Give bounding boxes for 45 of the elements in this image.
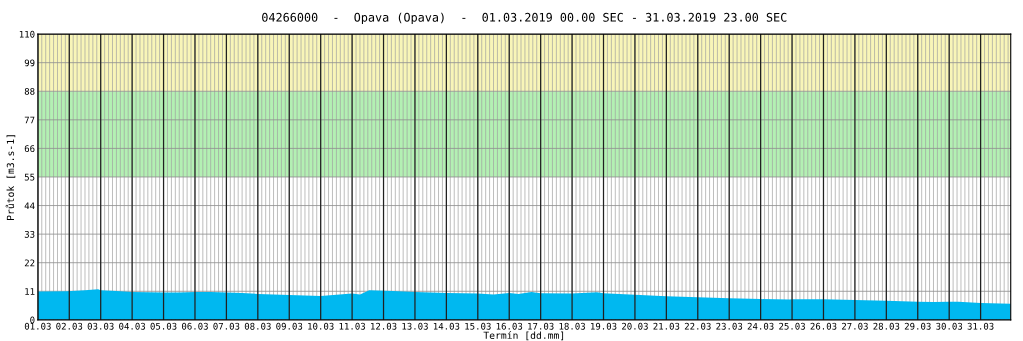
x-tick-label: 30.03 bbox=[936, 322, 963, 330]
x-tick-label: 14.03 bbox=[433, 322, 460, 330]
x-tick-label: 06.03 bbox=[181, 322, 208, 330]
y-tick-label: 110 bbox=[19, 30, 35, 38]
x-tick-label: 21.03 bbox=[653, 322, 680, 330]
y-tick-label: 44 bbox=[24, 202, 35, 210]
x-tick-label: 02.03 bbox=[56, 322, 83, 330]
x-tick-label: 24.03 bbox=[747, 322, 774, 330]
y-tick-label: 55 bbox=[24, 173, 35, 181]
y-tick-label: 33 bbox=[24, 230, 35, 238]
x-axis-title: Termín [dd.mm] bbox=[483, 331, 564, 341]
x-tick-label: 22.03 bbox=[684, 322, 711, 330]
x-tick-label: 12.03 bbox=[371, 322, 397, 330]
x-tick-label: 01.03 bbox=[24, 322, 51, 330]
x-tick-label: 17.03 bbox=[528, 322, 554, 330]
x-tick-label: 09.03 bbox=[276, 322, 303, 330]
y-tick-label: 66 bbox=[24, 145, 35, 152]
x-tick-label: 08.03 bbox=[244, 322, 271, 330]
x-tick-label: 18.03 bbox=[559, 322, 585, 330]
x-tick-label: 11.03 bbox=[339, 322, 366, 330]
y-tick-label: 22 bbox=[24, 259, 35, 267]
x-tick-label: 13.03 bbox=[402, 322, 428, 330]
x-tick-label: 29.03 bbox=[904, 322, 931, 330]
x-tick-label: 15.03 bbox=[465, 322, 491, 330]
chart-title: 04266000 - Opava (Opava) - 01.03.2019 00.00 SEC - 31.03.2019 23.00 SEC bbox=[262, 12, 787, 25]
x-tick-label: 05.03 bbox=[150, 322, 177, 330]
x-tick-label: 31.03 bbox=[967, 322, 994, 330]
y-tick-label: 99 bbox=[24, 59, 35, 67]
x-tick-label: 28.03 bbox=[873, 322, 900, 330]
y-tick-label: 88 bbox=[24, 88, 35, 95]
x-tick-label: 03.03 bbox=[87, 322, 114, 330]
x-tick-label: 27.03 bbox=[841, 322, 868, 330]
x-tick-label: 26.03 bbox=[810, 322, 837, 330]
x-tick-label: 10.03 bbox=[308, 322, 334, 330]
x-tick-label: 20.03 bbox=[622, 322, 648, 330]
x-tick-label: 19.03 bbox=[591, 322, 617, 330]
y-tick-label: 77 bbox=[24, 116, 35, 124]
x-tick-label: 16.03 bbox=[496, 322, 523, 330]
x-tick-label: 04.03 bbox=[119, 322, 146, 330]
y-tick-label: 0 bbox=[30, 316, 35, 324]
y-tick-label: 11 bbox=[25, 288, 35, 295]
y-axis-title: Průtok [m3.s-1] bbox=[5, 135, 16, 220]
x-tick-label: 23.03 bbox=[716, 322, 743, 330]
x-tick-label: 25.03 bbox=[779, 322, 805, 330]
x-tick-label: 07.03 bbox=[213, 322, 240, 330]
